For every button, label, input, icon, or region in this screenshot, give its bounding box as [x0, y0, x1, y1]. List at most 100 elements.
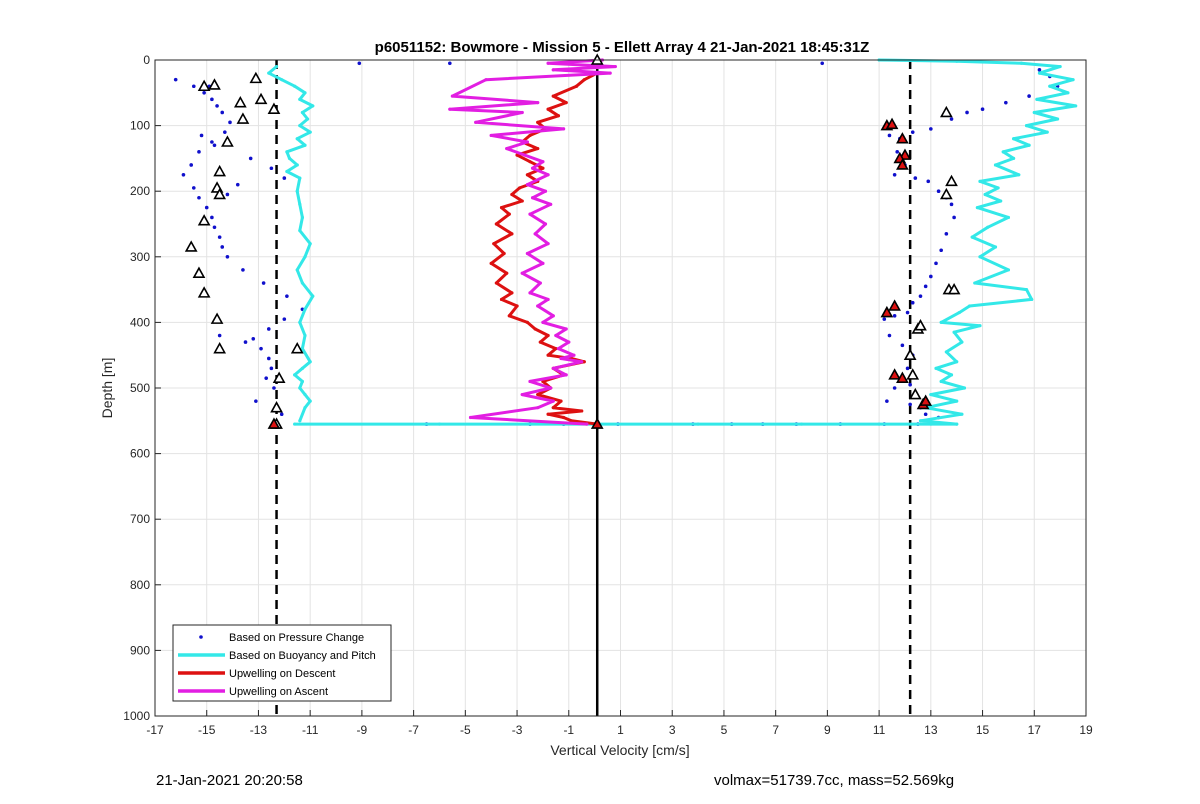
series-point	[554, 333, 558, 338]
series-point	[528, 212, 532, 216]
series-point	[525, 173, 530, 177]
chart-title: p6051152: Bowmore - Mission 5 - Ellett A…	[375, 39, 870, 56]
series-point	[551, 406, 555, 410]
pressure-point	[225, 254, 230, 259]
series-point	[955, 360, 959, 364]
x-tick-label: 5	[721, 723, 728, 737]
pressure-point	[882, 317, 887, 321]
series-point	[1011, 137, 1016, 141]
series-point	[983, 192, 987, 197]
series-point	[468, 415, 473, 420]
series-point	[298, 202, 302, 206]
series-point	[968, 304, 972, 308]
pressure-point	[254, 399, 258, 403]
series-point	[298, 97, 302, 101]
pressure-point	[197, 195, 201, 200]
marker-triangle	[213, 341, 227, 354]
pressure-point	[228, 120, 232, 125]
series-point	[582, 78, 586, 82]
x-tick-label: -1	[563, 723, 574, 737]
series-point	[569, 419, 573, 423]
series-point	[536, 146, 540, 151]
series-point	[1024, 288, 1029, 292]
series-point	[973, 281, 977, 285]
series-point	[939, 379, 943, 384]
y-tick-label: 700	[130, 512, 150, 526]
series-point	[528, 133, 532, 138]
marker-triangle	[267, 417, 281, 429]
x-tick-label: -5	[460, 723, 471, 737]
series-point	[536, 120, 540, 124]
series-point	[562, 127, 566, 131]
series-point	[437, 422, 442, 426]
pressure-point	[1004, 100, 1008, 105]
x-tick-label: -11	[302, 723, 319, 737]
series-point	[564, 101, 568, 105]
series-point	[494, 281, 498, 285]
y-tick-label: 500	[130, 381, 150, 395]
marker-triangle	[590, 417, 604, 429]
series-point	[287, 156, 292, 160]
pressure-point	[269, 166, 274, 171]
legend-label: Upwelling on Descent	[229, 668, 335, 680]
series-point	[528, 160, 532, 164]
series-point	[1055, 117, 1060, 121]
series-point	[546, 242, 550, 246]
series-point	[510, 232, 514, 236]
pressure-point	[929, 274, 933, 279]
marker-triangle	[919, 394, 933, 406]
series-point	[957, 310, 961, 315]
marker-triangle	[254, 92, 268, 105]
series-point	[541, 160, 545, 164]
series-point	[1058, 64, 1062, 69]
series-point	[525, 320, 530, 324]
series-point	[556, 347, 561, 351]
series-point	[580, 360, 584, 364]
pressure-point	[285, 294, 289, 298]
marker-triangle	[888, 368, 901, 380]
pressure-point	[210, 215, 214, 220]
marker-triangle	[197, 79, 211, 92]
x-axis-label: Vertical Velocity [cm/s]	[550, 742, 689, 758]
marker-triangle	[270, 401, 283, 413]
x-tick-label: 13	[924, 723, 938, 737]
pressure-point	[204, 205, 209, 210]
series-point	[952, 330, 956, 334]
series-line	[267, 65, 315, 422]
series-point	[546, 173, 550, 177]
series-point	[549, 386, 553, 390]
series-point	[525, 140, 530, 144]
marker-triangle	[914, 319, 927, 331]
pressure-point	[189, 163, 194, 167]
series-point	[585, 422, 589, 426]
series-point	[533, 232, 537, 236]
pressure-point	[282, 317, 287, 321]
series-point	[556, 114, 561, 118]
pressure-point	[905, 366, 910, 371]
series-point	[489, 133, 493, 138]
marker-triangle	[249, 71, 263, 84]
series-point	[528, 379, 532, 384]
series-point	[507, 212, 511, 216]
series-point	[311, 294, 315, 298]
series-point	[955, 422, 959, 426]
marker-triangle	[908, 387, 922, 400]
series-point	[949, 373, 954, 377]
series-point	[564, 327, 568, 331]
pressure-point	[949, 202, 954, 207]
pressure-point	[212, 143, 217, 148]
series-point	[505, 146, 509, 151]
series-point	[533, 327, 537, 331]
pressure-point	[173, 77, 178, 82]
series-point	[285, 150, 289, 154]
pressure-point	[910, 300, 915, 305]
pressure-point	[448, 61, 452, 66]
series-point	[300, 347, 305, 351]
footer-timestamp: 21-Jan-2021 20:20:58	[156, 772, 303, 789]
pressure-point	[357, 61, 362, 66]
series-point	[505, 271, 509, 275]
series-point	[303, 255, 307, 259]
footer-info: volmax=51739.7cc, mass=52.569kg	[714, 772, 955, 789]
series-point	[528, 291, 532, 295]
series-point	[546, 107, 550, 111]
